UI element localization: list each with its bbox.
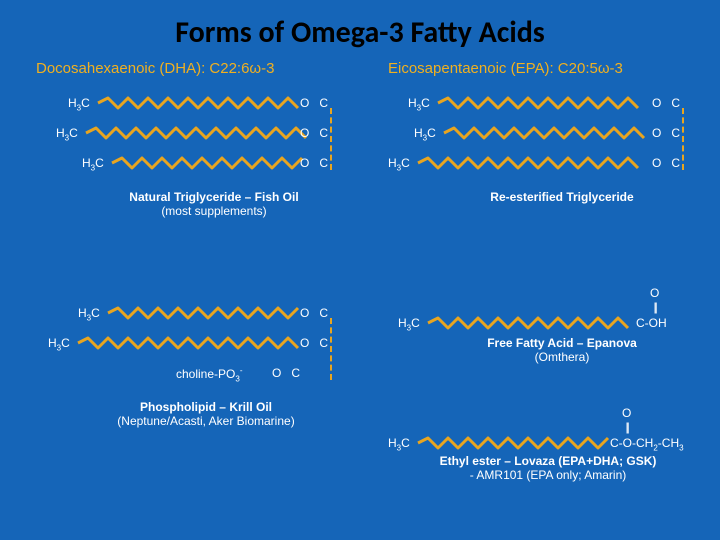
chain-row: H3C O C — [36, 124, 356, 154]
chain-tail: O C — [300, 126, 328, 140]
fatty-chain — [438, 98, 638, 117]
chain-row: choline-PO3- O C — [36, 364, 356, 394]
glycerol-backbone — [682, 108, 684, 170]
fatty-chain — [108, 308, 298, 327]
o-double-bond: O|| — [622, 406, 631, 434]
caption-ethyl_ester: Ethyl ester – Lovaza (EPA+DHA; GSK)- AMR… — [388, 454, 708, 482]
chain-row: H3C O C — [388, 94, 708, 124]
o-double-bond: O|| — [650, 286, 659, 314]
chain-tail: O C — [652, 96, 680, 110]
h3c-label: H3C — [48, 336, 70, 352]
chain-tail: O C — [300, 96, 328, 110]
glycerol-backbone — [330, 108, 332, 170]
h3c-label: H3C — [408, 96, 430, 112]
h3c-label: H3C — [78, 306, 100, 322]
caption-natural_tg: Natural Triglyceride – Fish Oil(most sup… — [84, 190, 344, 218]
glycerol-backbone — [330, 318, 332, 380]
chain-tail: C-O-CH2-CH3 — [610, 436, 684, 452]
caption-free_fa: Free Fatty Acid – Epanova(Omthera) — [442, 336, 682, 364]
h3c-label: H3C — [68, 96, 90, 112]
fatty-chain — [418, 158, 638, 177]
chain-tail: C-OH — [636, 316, 667, 330]
chain-row: H3C O C — [36, 334, 356, 364]
fatty-chain — [78, 338, 298, 357]
chain-tail: O C — [300, 156, 328, 170]
chain-tail: O C — [652, 126, 680, 140]
chain-row: H3C O C — [36, 304, 356, 334]
h3c-label: H3C — [414, 126, 436, 142]
h3c-label: H3C — [82, 156, 104, 172]
choline-label: choline-PO3- — [176, 366, 243, 383]
h3c-label: H3C — [398, 316, 420, 332]
chain-row: H3C O C — [388, 154, 708, 184]
h3c-label: H3C — [388, 436, 410, 452]
epa-header: Eicosapentaenoic (EPA): C20:5ω-3 — [388, 60, 623, 77]
dha-header: Docosahexaenoic (DHA): C22:6ω-3 — [36, 60, 274, 77]
chain-row: H3C O C — [36, 154, 356, 184]
h3c-label: H3C — [388, 156, 410, 172]
fatty-chain — [86, 128, 298, 147]
chain-row: H3C O C — [388, 124, 708, 154]
caption-reest_tg: Re-esterified Triglyceride — [442, 190, 682, 204]
chain-tail: O C — [300, 336, 328, 350]
chain-tail: O C — [272, 366, 300, 380]
chain-row: H3C O C — [36, 94, 356, 124]
chain-tail: O C — [300, 306, 328, 320]
page-title: Forms of Omega-3 Fatty Acids — [0, 14, 720, 51]
chain-tail: O C — [652, 156, 680, 170]
fatty-chain — [112, 158, 298, 177]
h3c-label: H3C — [56, 126, 78, 142]
fatty-chain — [428, 318, 628, 337]
fatty-chain — [98, 98, 298, 117]
caption-phospholipid: Phospholipid – Krill Oil(Neptune/Acasti,… — [56, 400, 356, 428]
fatty-chain — [444, 128, 638, 147]
